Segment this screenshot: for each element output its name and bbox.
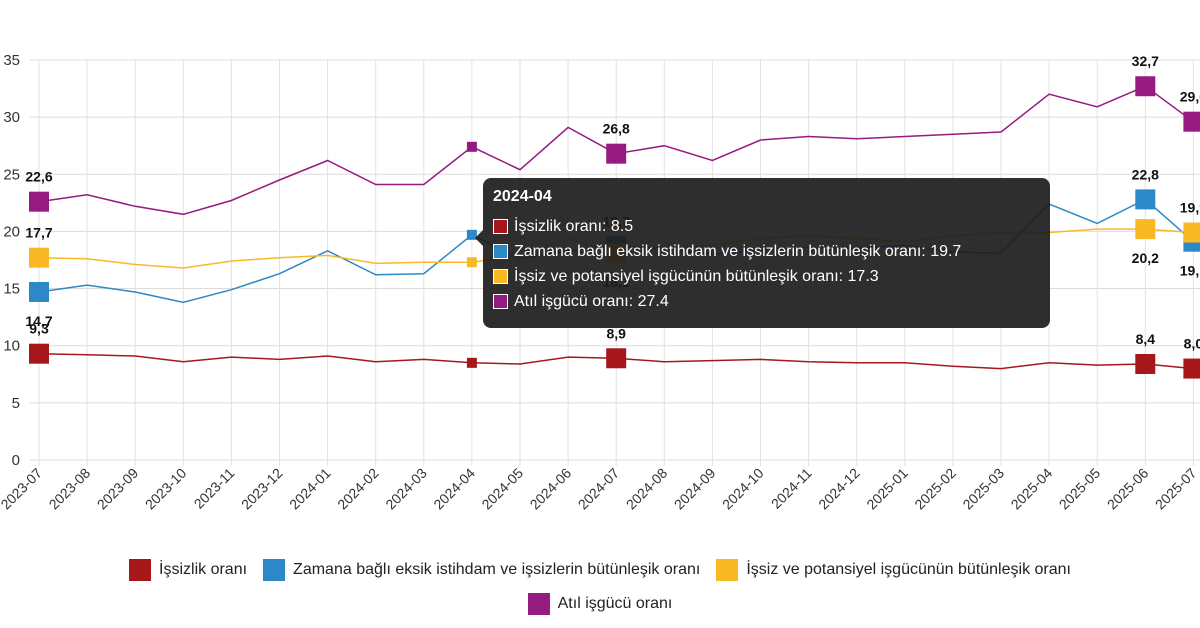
data-label: 14,7 — [25, 313, 52, 329]
data-label: 32,7 — [1132, 53, 1159, 69]
y-tick-label: 35 — [3, 52, 20, 69]
x-tick-label: 2023-10 — [142, 465, 190, 513]
legend-label: İşsizlik oranı — [159, 561, 248, 578]
y-tick-label: 10 — [3, 338, 20, 355]
x-tick-label: 2024-09 — [671, 465, 719, 513]
x-tick-label: 2024-05 — [478, 465, 526, 513]
x-tick-label: 2025-07 — [1152, 465, 1200, 513]
tooltip-row-label: İşsizlik oranı: 8.5 — [514, 217, 634, 235]
y-tick-label: 5 — [12, 395, 20, 412]
tooltip-swatch — [493, 294, 508, 309]
data-point-marker[interactable] — [1135, 76, 1156, 97]
data-label: 19,9 — [1180, 200, 1200, 216]
tooltip-title: 2024-04 — [493, 188, 552, 205]
y-tick-label: 15 — [3, 281, 20, 298]
legend-label: Zamana bağlı eksik istihdam ve işsizleri… — [293, 561, 701, 578]
data-label: 20,2 — [1132, 250, 1159, 266]
tooltip-swatch — [493, 244, 508, 259]
tooltip-row: İşsizlik oranı: 8.5 — [493, 214, 1040, 239]
x-tick-label: 2023-12 — [238, 465, 286, 513]
data-point-marker[interactable] — [606, 143, 627, 164]
tooltip: 2024-04 İşsizlik oranı: 8.5 Zamana bağlı… — [475, 178, 1050, 328]
data-point-marker[interactable] — [29, 191, 49, 212]
y-tick-label: 20 — [3, 223, 20, 240]
x-tick-label: 2024-01 — [286, 465, 334, 513]
tooltip-row-label: Zamana bağlı eksik istihdam ve işsizleri… — [514, 242, 962, 260]
data-label: 9,3 — [29, 321, 49, 337]
legend-swatch — [716, 559, 739, 581]
data-labels: 9,38,98,48,014,718,722,819,117,718,120,2… — [25, 53, 1200, 351]
x-tick-label: 2023-11 — [191, 465, 238, 512]
hover-point-marker[interactable] — [466, 229, 477, 240]
data-point-marker[interactable] — [1135, 189, 1156, 210]
y-tick-label: 0 — [12, 452, 20, 469]
x-tick-label: 2024-02 — [334, 465, 382, 513]
x-tick-label: 2025-02 — [911, 465, 959, 513]
legend-label: İşsiz ve potansiyel işgücünün bütünleşik… — [746, 561, 1071, 578]
data-label: 17,7 — [25, 225, 52, 241]
x-tick-label: 2025-01 — [863, 465, 911, 513]
tooltip-swatch — [493, 219, 508, 234]
data-point-marker[interactable] — [1183, 222, 1200, 243]
data-point-marker[interactable] — [29, 247, 49, 268]
tooltip-swatch — [493, 269, 508, 284]
x-axis: 2023-07 2023-08 2023-09 2023-10 2023-11 2023-… — [0, 465, 1200, 513]
legend-row: İşsizlik oranı Zamana bağlı eksik istihd… — [0, 553, 1200, 587]
tooltip-row-label: Atıl işgücü oranı: 27.4 — [514, 292, 669, 310]
data-label: 19,1 — [1180, 263, 1200, 279]
hover-point-marker[interactable] — [466, 357, 477, 368]
x-tick-label: 2024-03 — [382, 465, 430, 513]
y-tick-label: 30 — [3, 109, 20, 126]
x-tick-label: 2024-08 — [623, 465, 671, 513]
legend-item-issiz-potansiyel[interactable]: İşsiz ve potansiyel işgücünün bütünleşik… — [716, 559, 1071, 581]
hover-point-marker[interactable] — [466, 141, 477, 152]
legend-swatch — [129, 559, 152, 581]
x-tick-label: 2025-03 — [959, 465, 1007, 513]
tooltip-arrow — [475, 230, 483, 246]
x-tick-label: 2024-12 — [815, 465, 863, 513]
x-tick-label: 2024-10 — [719, 465, 767, 513]
legend-label: Atıl işgücü oranı — [557, 595, 673, 612]
tooltip-row: Atıl işgücü oranı: 27.4 — [493, 289, 1040, 314]
legend-row: Atıl işgücü oranı — [0, 587, 1200, 621]
legend-swatch — [263, 559, 286, 581]
x-tick-label: 2023-08 — [46, 465, 94, 513]
data-label: 26,8 — [603, 121, 630, 137]
data-point-marker[interactable] — [1183, 111, 1200, 132]
x-tick-label: 2024-06 — [527, 465, 575, 513]
x-tick-label: 2023-09 — [94, 465, 142, 513]
data-label: 8,4 — [1136, 331, 1156, 347]
tooltip-row: Zamana bağlı eksik istihdam ve işsizleri… — [493, 239, 1040, 264]
y-tick-label: 25 — [3, 166, 20, 183]
x-tick-label: 2023-07 — [0, 465, 45, 513]
legend-item-zamana-bagli[interactable]: Zamana bağlı eksik istihdam ve işsizleri… — [263, 559, 700, 581]
x-tick-label: 2025-05 — [1056, 465, 1104, 513]
data-point-marker[interactable] — [29, 343, 49, 364]
y-axis: 0 5 10 15 20 25 30 35 — [3, 52, 20, 469]
data-label: 29,6 — [1180, 89, 1200, 105]
data-label: 8,9 — [606, 325, 626, 341]
legend-item-issizlik[interactable]: İşsizlik oranı — [129, 559, 247, 581]
data-point-marker[interactable] — [1183, 358, 1200, 379]
legend: İşsizlik oranı Zamana bağlı eksik istihd… — [0, 553, 1200, 621]
data-point-marker[interactable] — [29, 281, 49, 302]
x-tick-label: 2025-06 — [1104, 465, 1152, 513]
x-tick-label: 2024-04 — [430, 465, 478, 513]
x-tick-label: 2024-11 — [768, 465, 815, 512]
legend-swatch — [527, 593, 550, 615]
data-point-marker[interactable] — [1135, 219, 1156, 240]
data-label: 8,0 — [1184, 336, 1200, 352]
x-tick-label: 2024-07 — [575, 465, 623, 513]
tooltip-row: İşsiz ve potansiyel işgücünün bütünleşik… — [493, 264, 1040, 289]
data-point-marker[interactable] — [1135, 353, 1156, 374]
data-label: 22,8 — [1132, 166, 1159, 182]
tooltip-row-label: İşsiz ve potansiyel işgücünün bütünleşik… — [514, 267, 879, 285]
legend-item-atil-isgucu[interactable]: Atıl işgücü oranı — [527, 593, 673, 615]
data-label: 22,6 — [25, 169, 52, 185]
x-tick-label: 2025-04 — [1008, 465, 1056, 513]
hover-point-marker[interactable] — [466, 257, 477, 268]
data-point-marker[interactable] — [606, 348, 627, 369]
